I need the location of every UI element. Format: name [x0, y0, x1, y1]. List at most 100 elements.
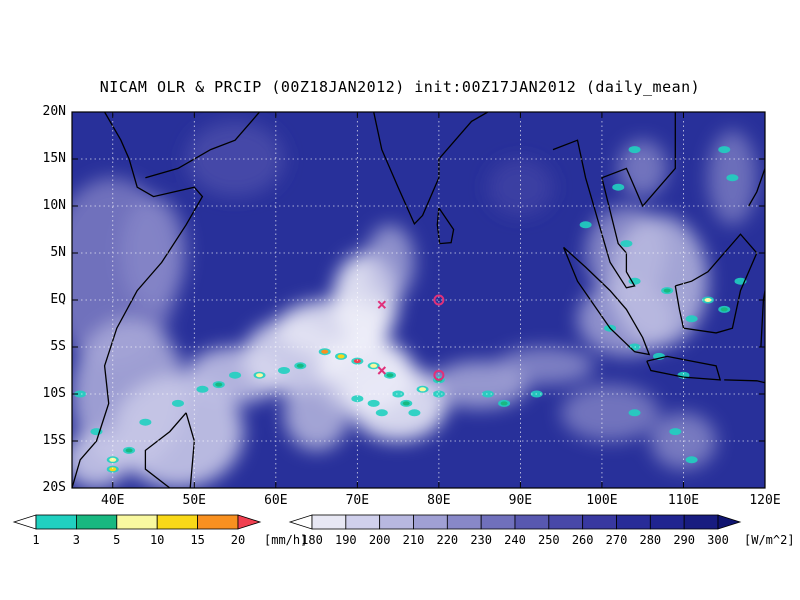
- olr-colorbar-label: 210: [402, 533, 425, 547]
- olr-colorbar-unit: [W/m^2]: [744, 533, 795, 547]
- olr-colorbar: [288, 514, 742, 530]
- precip-spot: [367, 399, 380, 407]
- cloud-patch: [72, 431, 130, 488]
- olr-colorbar-swatch: [514, 514, 550, 530]
- olr-colorbar-label: 260: [571, 533, 594, 547]
- lat-tick-label: 20N: [42, 104, 66, 119]
- cloud-patch: [561, 384, 660, 441]
- lat-tick-label: 15S: [42, 433, 66, 448]
- precip-spot-core: [386, 373, 394, 378]
- lat-tick-label: 10S: [42, 386, 66, 401]
- olr-colorbar-min-arrow: [288, 514, 313, 530]
- storm-marker-x: [377, 300, 387, 309]
- olr-colorbar-swatch: [379, 514, 414, 530]
- precip-spot-core: [215, 382, 223, 387]
- precip-spot-core: [337, 354, 345, 359]
- cloud-patch: [487, 159, 554, 216]
- olr-colorbar-swatch: [616, 514, 651, 530]
- olr-colorbar-swatch: [683, 514, 719, 530]
- coastline: [646, 355, 722, 381]
- olr-colorbar-label: 230: [470, 533, 492, 547]
- coastline: [72, 112, 204, 488]
- precip-spot: [229, 371, 242, 379]
- precip-spot: [375, 409, 388, 417]
- coastline: [300, 112, 489, 226]
- precip-spot-core: [321, 349, 329, 354]
- precip-colorbar: [12, 514, 262, 530]
- precip-colorbar-swatch: [76, 514, 118, 530]
- storm-marker-circle: [433, 294, 445, 306]
- precip-colorbar-label: 10: [149, 533, 165, 547]
- precip-spot-core: [500, 401, 508, 406]
- lat-tick-label: 20S: [42, 480, 66, 495]
- precip-colorbar-label: 3: [72, 533, 80, 547]
- precip-spot: [171, 399, 184, 407]
- olr-colorbar-label: 190: [334, 533, 357, 547]
- precip-spot-core: [296, 363, 304, 368]
- olr-colorbar-label: 300: [707, 533, 729, 547]
- olr-colorbar-max-arrow: [717, 514, 742, 530]
- precip-colorbar-label: 5: [113, 533, 121, 547]
- olr-colorbar-label: 290: [673, 533, 695, 547]
- precip-spot: [481, 390, 494, 398]
- lat-tick-label: 5N: [50, 245, 66, 260]
- olr-colorbar-swatch: [345, 514, 381, 530]
- precip-spot: [392, 390, 405, 398]
- storm-marker-x: [377, 366, 387, 375]
- lat-tick-label: EQ: [50, 292, 66, 307]
- cloud-patch: [283, 375, 350, 451]
- precip-spot-core: [125, 448, 133, 453]
- precip-spot-core: [353, 359, 361, 364]
- precip-spot: [685, 456, 698, 464]
- olr-colorbar-swatch: [649, 514, 685, 530]
- lon-tick-label: 40E: [101, 493, 125, 508]
- coastline: [562, 246, 651, 356]
- olr-colorbar-swatch: [446, 514, 482, 530]
- precip-spot-core: [256, 373, 264, 378]
- lon-tick-label: 70E: [345, 493, 370, 508]
- precip-colorbar-label: 15: [190, 533, 205, 547]
- precip-spot-core: [419, 387, 427, 392]
- cloud-patch: [349, 365, 448, 441]
- precip-spot: [628, 146, 641, 154]
- lon-tick-label: 60E: [264, 493, 288, 508]
- olr-colorbar-label: 280: [639, 533, 662, 547]
- precip-spot: [408, 409, 421, 417]
- cloud-patch: [495, 347, 594, 385]
- coastline: [552, 112, 676, 289]
- precip-spot-core: [663, 288, 671, 293]
- lat-tick-label: 10N: [42, 198, 66, 213]
- precip-spot: [620, 240, 633, 248]
- precip-colorbar-swatch: [197, 514, 239, 530]
- olr-colorbar-swatch: [548, 514, 584, 530]
- precip-spot: [612, 183, 625, 191]
- precip-spot: [726, 174, 739, 182]
- olr-colorbar-label: 240: [504, 533, 526, 547]
- lat-tick-label: 15N: [42, 151, 66, 166]
- precip-spot: [628, 409, 641, 417]
- cloud-patch: [618, 140, 668, 197]
- coastline: [748, 149, 765, 207]
- storm-marker-circle: [433, 369, 445, 381]
- precip-colorbar-label: 1: [32, 533, 40, 547]
- lon-tick-label: 120E: [749, 493, 781, 508]
- coastline: [145, 112, 260, 179]
- precip-spot: [685, 315, 698, 323]
- map-title: NICAM OLR & PRCIP (00Z18JAN2012) init:00…: [99, 78, 701, 96]
- coastline: [436, 207, 455, 245]
- olr-colorbar-swatch: [311, 514, 347, 530]
- precip-colorbar-min-arrow: [12, 514, 37, 530]
- lon-tick-label: 50E: [182, 493, 207, 508]
- coastline: [144, 412, 195, 488]
- olr-colorbar-swatch: [582, 514, 617, 530]
- precip-colorbar-swatch: [116, 514, 158, 530]
- olr-colorbar-swatch: [480, 514, 516, 530]
- precip-spot: [196, 385, 209, 393]
- precip-spot-core: [370, 363, 378, 368]
- cloud-patch: [610, 215, 708, 347]
- cloud-patch: [365, 224, 415, 300]
- lat-tick-label: 5S: [50, 339, 66, 354]
- precip-spot: [139, 418, 152, 426]
- olr-colorbar-label: 250: [537, 533, 560, 547]
- precip-spot: [579, 221, 592, 229]
